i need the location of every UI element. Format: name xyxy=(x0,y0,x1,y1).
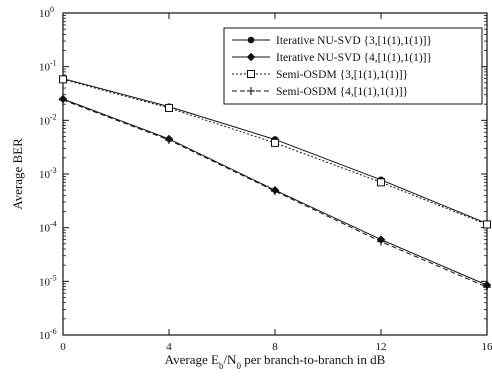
legend-label: Iterative NU-SVD {3,[1(1),1(1)]} xyxy=(276,35,432,47)
data-point xyxy=(272,139,279,146)
data-point xyxy=(59,96,67,104)
series-layer xyxy=(59,75,491,291)
y-tick-label: 10-1 xyxy=(39,59,57,74)
legend-marker xyxy=(248,37,255,44)
x-axis-title-mid: /N xyxy=(223,352,237,367)
x-axis-title-pre: Average E xyxy=(165,352,219,367)
legend: Iterative NU-SVD {3,[1(1),1(1)]} Iterativ… xyxy=(224,28,482,104)
x-tick-label: 0 xyxy=(60,341,66,353)
y-tick-label: 100 xyxy=(39,5,54,20)
data-point xyxy=(378,179,385,186)
x-tick-label: 16 xyxy=(482,341,492,353)
legend-label: Semi-OSDM {3,[1(1),1(1)]} xyxy=(276,69,408,81)
data-point xyxy=(60,76,67,83)
x-axis-title: Average Eb/N0 per branch-to-branch in dB xyxy=(165,352,386,371)
y-axis-title: Average BER xyxy=(10,138,25,210)
y-tick-label: 10-4 xyxy=(39,220,57,235)
y-tick-label: 10-5 xyxy=(39,273,57,288)
y-tick-label: 10-3 xyxy=(39,166,57,181)
legend-label: Iterative NU-SVD {4,[1(1),1(1)]} xyxy=(276,52,432,64)
legend-label: Semi-OSDM {4,[1(1),1(1)]} xyxy=(276,86,408,98)
x-axis-title-post: per branch-to-branch in dB xyxy=(241,352,386,367)
data-point xyxy=(165,136,173,144)
y-tick-label: 10-6 xyxy=(39,327,57,342)
data-point xyxy=(166,104,173,111)
y-tick-label: 10-2 xyxy=(39,112,57,127)
legend-marker xyxy=(248,71,255,78)
data-point xyxy=(484,221,491,228)
series-4 xyxy=(59,96,491,291)
